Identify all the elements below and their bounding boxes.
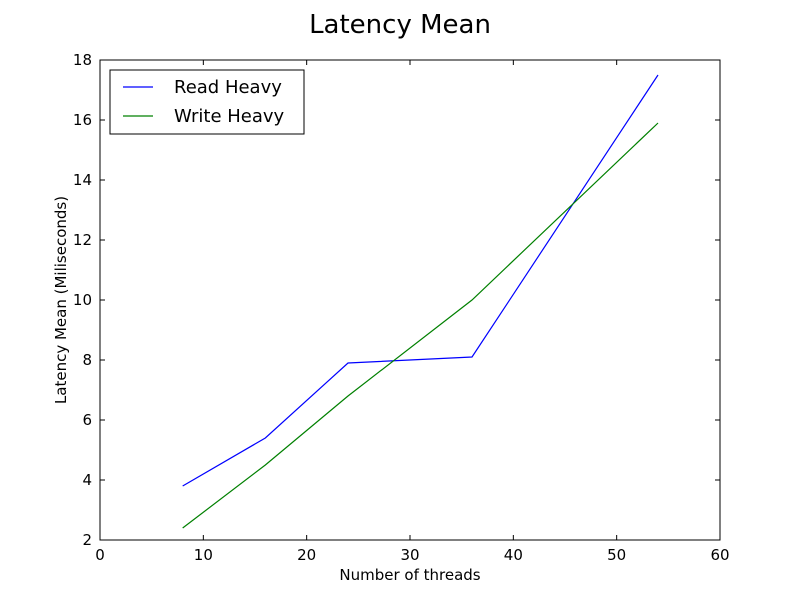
y-tick-label: 18: [73, 51, 92, 69]
y-tick-label: 2: [82, 531, 92, 549]
legend-label-1: Read Heavy: [174, 77, 282, 98]
x-tick-label: 60: [710, 546, 729, 564]
y-tick-label: 4: [82, 471, 92, 489]
x-tick-label: 30: [400, 546, 419, 564]
legend-box: [109, 69, 305, 135]
y-tick-label: 12: [73, 231, 92, 249]
plot-series: [182, 74, 659, 529]
series-line-2: [182, 122, 659, 529]
y-tick-label: 6: [82, 411, 92, 429]
legend-label-2: Write Heavy: [174, 106, 285, 127]
x-axis: 0 10 20 30 40 50 60: [95, 60, 730, 564]
y-tick-label: 10: [73, 291, 92, 309]
series-line-1: [182, 74, 659, 487]
x-tick-label: 20: [297, 546, 316, 564]
x-tick-label: 10: [194, 546, 213, 564]
x-tick-label: 0: [95, 546, 105, 564]
y-tick-label: 8: [82, 351, 92, 369]
y-tick-label: 14: [73, 171, 92, 189]
y-axis: 2 4 6 8 10 12 14 16 18: [73, 51, 720, 549]
y-axis-label: Latency Mean (Miliseconds): [52, 196, 70, 404]
x-axis-label: Number of threads: [339, 566, 480, 584]
x-tick-label: 40: [504, 546, 523, 564]
chart-title: Latency Mean: [309, 10, 491, 40]
x-tick-label: 50: [607, 546, 626, 564]
y-tick-label: 16: [73, 111, 92, 129]
legend: Read Heavy Write Heavy: [109, 69, 305, 135]
